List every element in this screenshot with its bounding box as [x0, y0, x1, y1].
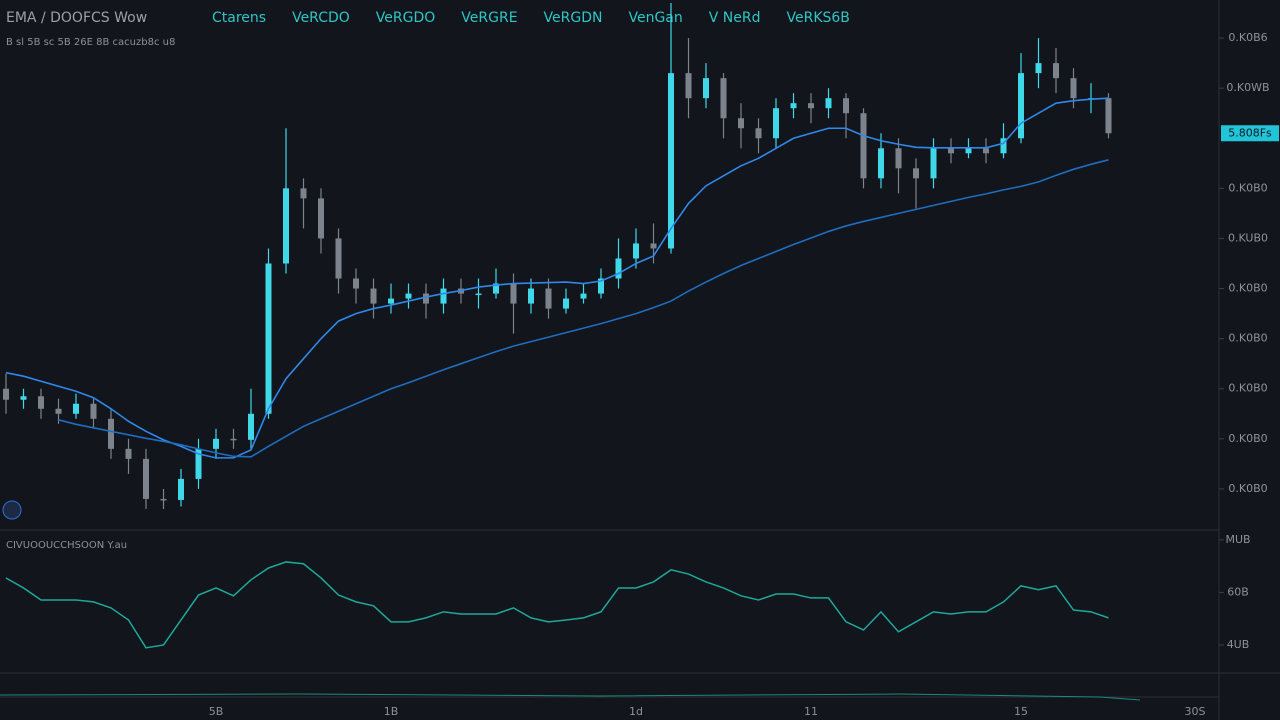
candle-body	[178, 478, 184, 500]
candle-body	[300, 188, 307, 199]
osc-y-tick-label: 60B	[1227, 585, 1249, 598]
candle-body	[160, 498, 167, 501]
candle-body	[353, 278, 359, 289]
y-tick-label: 0.K0B0	[1228, 282, 1267, 295]
x-tick-label: 1d	[629, 705, 643, 718]
settings-icon[interactable]	[2, 500, 22, 520]
candle-body	[650, 243, 657, 249]
candle-body	[930, 148, 937, 179]
header-item: Ctarens	[212, 10, 266, 26]
candle-body	[370, 288, 377, 304]
candle-body	[843, 98, 849, 114]
candle-body	[983, 148, 989, 154]
candle-body	[20, 396, 27, 400]
y-tick-label: 0.K0B0	[1228, 181, 1267, 194]
x-axis-end-label: 30S	[1185, 705, 1206, 718]
candle-body	[493, 283, 499, 294]
candle-body	[598, 278, 604, 294]
candle-body	[790, 103, 797, 109]
current-price-label: 5.808Fs	[1228, 126, 1272, 139]
candle-body	[475, 293, 482, 296]
candle-body	[755, 128, 762, 139]
y-tick-label: 0.K0B6	[1228, 31, 1267, 44]
candle-body	[195, 448, 202, 479]
candle-body	[545, 288, 552, 309]
current-price-box	[1221, 125, 1279, 142]
oscillator-line	[5, 561, 1109, 649]
candle-body	[213, 438, 219, 449]
y-tick-label: 0.K0WB	[1226, 81, 1269, 94]
candle-body	[1053, 63, 1059, 79]
candle-body	[510, 283, 517, 304]
candle-body	[913, 168, 919, 179]
candle-body	[1105, 98, 1112, 134]
candle-body	[965, 148, 972, 154]
candle-body	[108, 418, 114, 449]
chart-subtitle: B sl 5B sc 5B 26E 8B cacuzb8c u8	[6, 37, 175, 48]
oscillator-title: CIVUOOUCCHSOON Y.au	[6, 540, 127, 551]
candle-body	[1035, 63, 1042, 74]
x-tick-label: 1B	[384, 705, 399, 718]
header-item: VenGan	[628, 10, 682, 26]
y-tick-label: 0.KUB0	[1228, 231, 1268, 244]
ema-line	[5, 97, 1109, 459]
candle-body	[580, 293, 587, 299]
chart-title: EMA / DOOFCS Wow	[6, 10, 147, 26]
header-item: V NeRd	[709, 10, 761, 26]
candle-body	[895, 148, 902, 169]
candle-body	[423, 293, 429, 304]
candle-body	[388, 298, 394, 304]
candle-body	[125, 448, 132, 459]
candle-body	[633, 243, 639, 259]
candle-body	[405, 293, 412, 299]
header-item: VeRCDO	[292, 10, 350, 26]
osc-y-tick-label: MUB	[1225, 533, 1250, 546]
ema-line	[58, 159, 1109, 458]
osc-y-tick-label: 4UB	[1227, 638, 1250, 651]
header-item: VeRGRE	[461, 10, 517, 26]
candle-body	[248, 413, 254, 440]
x-tick-label: 11	[804, 705, 818, 718]
candle-body	[878, 148, 884, 179]
candle-body	[318, 198, 324, 239]
y-tick-label: 0.K0B0	[1228, 432, 1267, 445]
y-tick-label: 0.K0B0	[1228, 482, 1267, 495]
candle-body	[440, 288, 447, 304]
header-item: VeRKS6B	[787, 10, 850, 26]
x-tick-label: 5B	[209, 705, 224, 718]
candle-body	[73, 403, 79, 414]
header-item: VeRGDO	[376, 10, 435, 26]
candle-body	[563, 298, 569, 309]
candle-body	[283, 188, 289, 264]
candle-body	[265, 263, 272, 414]
candle-body	[1000, 138, 1007, 154]
candle-body	[808, 103, 814, 109]
candle-body	[230, 438, 237, 441]
y-tick-label: 0.K0B0	[1228, 382, 1267, 395]
candle-body	[948, 148, 954, 154]
candle-body	[1070, 78, 1077, 99]
candle-body	[143, 458, 149, 499]
y-tick-label: 0.K0B0	[1228, 332, 1267, 345]
candle-body	[55, 408, 62, 414]
candle-body	[703, 78, 709, 99]
candle-body	[668, 73, 674, 249]
candle-body	[720, 78, 727, 119]
candle-body	[738, 118, 744, 129]
candle-body	[685, 73, 692, 99]
candle-body	[825, 98, 832, 109]
candle-body	[528, 288, 534, 304]
header-item: VeRGDN	[544, 10, 603, 26]
candle-body	[615, 258, 622, 279]
candle-body	[1018, 73, 1024, 139]
candle-body	[773, 108, 779, 139]
candle-body	[90, 403, 97, 419]
candle-body	[3, 388, 9, 400]
x-tick-label: 15	[1014, 705, 1028, 718]
candle-body	[335, 238, 342, 279]
candle-body	[860, 113, 867, 179]
candle-body	[38, 396, 44, 409]
volume-strip-line	[0, 693, 1141, 701]
